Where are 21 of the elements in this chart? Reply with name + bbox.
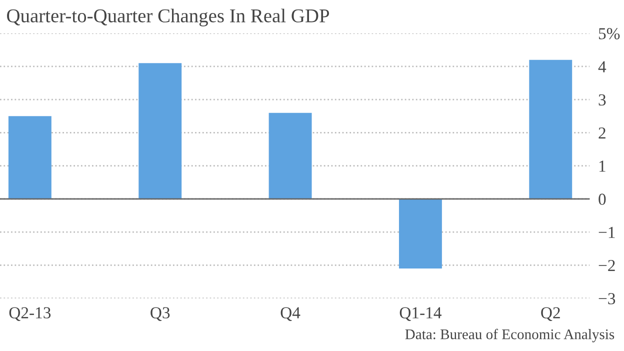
y-tick-label: 4 bbox=[598, 61, 606, 72]
y-tick-label: 0 bbox=[598, 194, 606, 205]
y-tick-label: 5% bbox=[598, 28, 620, 40]
y-tick-label: 2 bbox=[598, 127, 606, 139]
bar bbox=[398, 198, 442, 269]
bar bbox=[529, 60, 572, 199]
chart-title: Quarter-to-Quarter Changes In Real GDP bbox=[7, 8, 330, 26]
bar bbox=[8, 116, 52, 199]
y-tick-label: −3 bbox=[598, 293, 616, 304]
y-tick-label: −1 bbox=[598, 226, 615, 238]
x-tick-label: Q2-13 bbox=[9, 307, 51, 321]
x-tick-label: Q2 bbox=[541, 307, 560, 321]
text: Data: Bureau of Economic Analysis bbox=[405, 328, 614, 342]
y-tick-label: 3 bbox=[598, 94, 606, 106]
y-tick-label: 1 bbox=[599, 160, 606, 172]
x-tick-label: Q4 bbox=[280, 307, 300, 321]
y-tick-label: −2 bbox=[598, 260, 615, 272]
x-tick-label: Q3 bbox=[150, 307, 170, 321]
x-tick-label: Q1-14 bbox=[400, 307, 442, 321]
bar bbox=[268, 112, 312, 199]
bar bbox=[138, 63, 182, 199]
